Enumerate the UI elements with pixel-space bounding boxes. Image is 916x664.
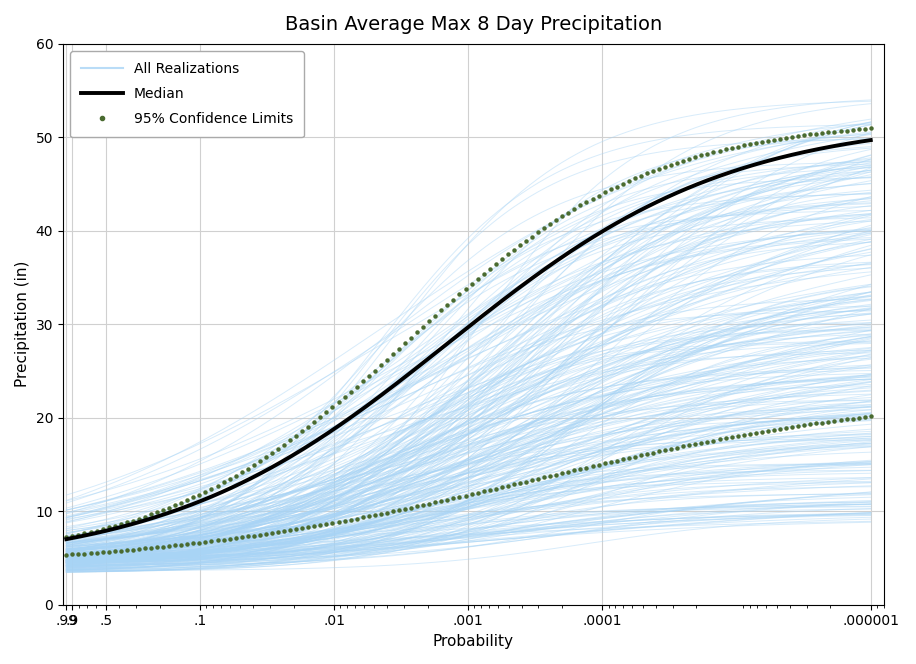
Legend: All Realizations, Median, 95% Confidence Limits: All Realizations, Median, 95% Confidence…	[70, 51, 304, 137]
Y-axis label: Precipitation (in): Precipitation (in)	[15, 261, 30, 388]
X-axis label: Probability: Probability	[433, 634, 514, 649]
Title: Basin Average Max 8 Day Precipitation: Basin Average Max 8 Day Precipitation	[285, 15, 662, 34]
